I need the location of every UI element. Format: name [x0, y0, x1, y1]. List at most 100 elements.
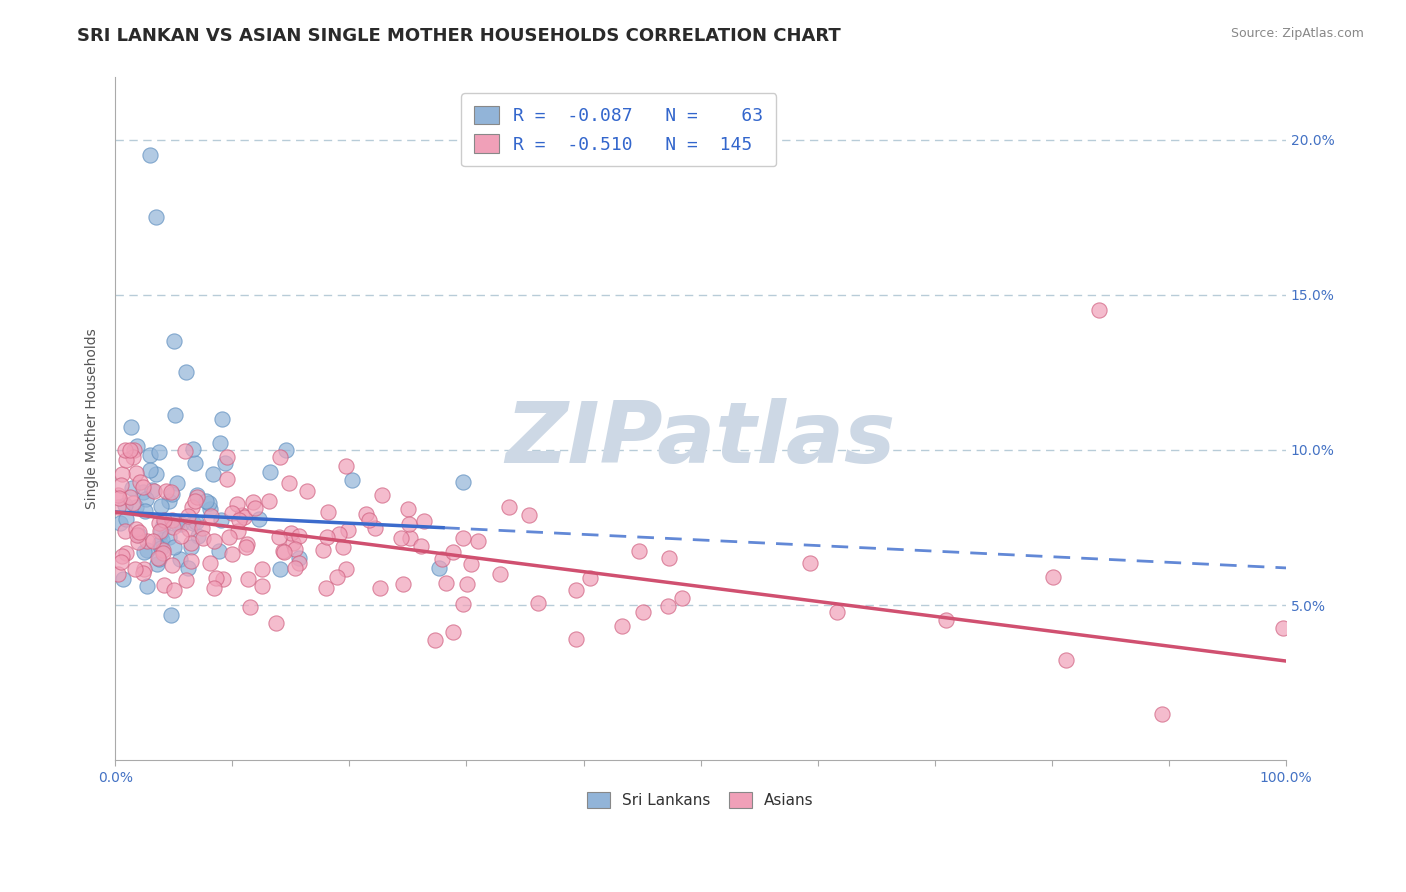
- Point: [107, 488, 129, 502]
- Point: [1042, 570, 1064, 584]
- Point: [233, 509, 256, 524]
- Point: [252, 579, 274, 593]
- Point: [121, 496, 143, 510]
- Point: [165, 408, 187, 422]
- Point: [242, 495, 264, 509]
- Point: [565, 632, 588, 646]
- Point: [935, 613, 957, 627]
- Point: [332, 540, 354, 554]
- Point: [657, 551, 679, 566]
- Point: [150, 499, 173, 513]
- Point: [267, 530, 290, 544]
- Text: SRI LANKAN VS ASIAN SINGLE MOTHER HOUSEHOLDS CORRELATION CHART: SRI LANKAN VS ASIAN SINGLE MOTHER HOUSEH…: [77, 27, 841, 45]
- Point: [214, 456, 236, 470]
- Point: [579, 571, 602, 585]
- Point: [193, 531, 215, 545]
- Point: [208, 544, 231, 558]
- Point: [132, 566, 155, 580]
- Point: [228, 514, 250, 528]
- Point: [287, 551, 309, 566]
- Point: [114, 546, 136, 560]
- Point: [288, 529, 311, 543]
- Point: [141, 533, 163, 548]
- Point: [336, 524, 359, 538]
- Point: [181, 500, 204, 515]
- Point: [180, 535, 202, 549]
- Point: [149, 524, 172, 538]
- Point: [122, 442, 145, 457]
- Point: [174, 365, 197, 379]
- Point: [368, 581, 391, 595]
- Point: [409, 539, 432, 553]
- Point: [209, 513, 232, 527]
- Point: [107, 566, 129, 581]
- Text: ZIPatlas: ZIPatlas: [506, 398, 896, 481]
- Point: [152, 546, 174, 560]
- Point: [211, 412, 233, 426]
- Point: [160, 484, 183, 499]
- Point: [173, 443, 195, 458]
- Point: [146, 551, 169, 566]
- Point: [326, 569, 349, 583]
- Point: [111, 467, 134, 482]
- Point: [177, 508, 200, 523]
- Point: [225, 497, 247, 511]
- Point: [259, 494, 281, 508]
- Point: [259, 466, 281, 480]
- Point: [671, 591, 693, 606]
- Point: [425, 632, 447, 647]
- Point: [112, 572, 135, 586]
- Point: [125, 439, 148, 453]
- Point: [157, 494, 180, 508]
- Point: [288, 556, 311, 570]
- Point: [432, 551, 454, 566]
- Point: [125, 522, 148, 536]
- Point: [269, 562, 291, 576]
- Point: [312, 542, 335, 557]
- Point: [141, 483, 163, 497]
- Point: [1054, 653, 1077, 667]
- Point: [202, 581, 225, 595]
- Point: [131, 480, 153, 494]
- Point: [145, 467, 167, 481]
- Point: [179, 522, 201, 536]
- Point: [328, 527, 350, 541]
- Point: [271, 544, 294, 558]
- Point: [460, 557, 482, 571]
- Point: [316, 530, 339, 544]
- Point: [148, 552, 170, 566]
- Point: [456, 576, 478, 591]
- Point: [239, 599, 262, 614]
- Point: [191, 521, 214, 535]
- Point: [389, 531, 412, 545]
- Point: [799, 556, 821, 570]
- Point: [134, 562, 156, 576]
- Point: [129, 475, 152, 489]
- Point: [371, 488, 394, 502]
- Point: [152, 542, 174, 557]
- Point: [284, 542, 307, 557]
- Point: [657, 599, 679, 613]
- Point: [138, 448, 160, 462]
- Point: [110, 549, 132, 564]
- Point: [451, 475, 474, 489]
- Point: [399, 531, 422, 545]
- Point: [153, 513, 176, 527]
- Point: [827, 605, 849, 619]
- Point: [163, 540, 186, 554]
- Point: [118, 490, 141, 504]
- Point: [149, 541, 172, 555]
- Point: [612, 618, 634, 632]
- Point: [125, 500, 148, 515]
- Point: [148, 516, 170, 530]
- Point: [335, 459, 357, 474]
- Point: [176, 573, 198, 587]
- Legend: Sri Lankans, Asians: Sri Lankans, Asians: [581, 786, 820, 814]
- Point: [162, 487, 184, 501]
- Point: [148, 445, 170, 459]
- Point: [235, 537, 257, 551]
- Point: [160, 607, 183, 622]
- Point: [565, 582, 588, 597]
- Point: [278, 476, 301, 491]
- Point: [128, 528, 150, 542]
